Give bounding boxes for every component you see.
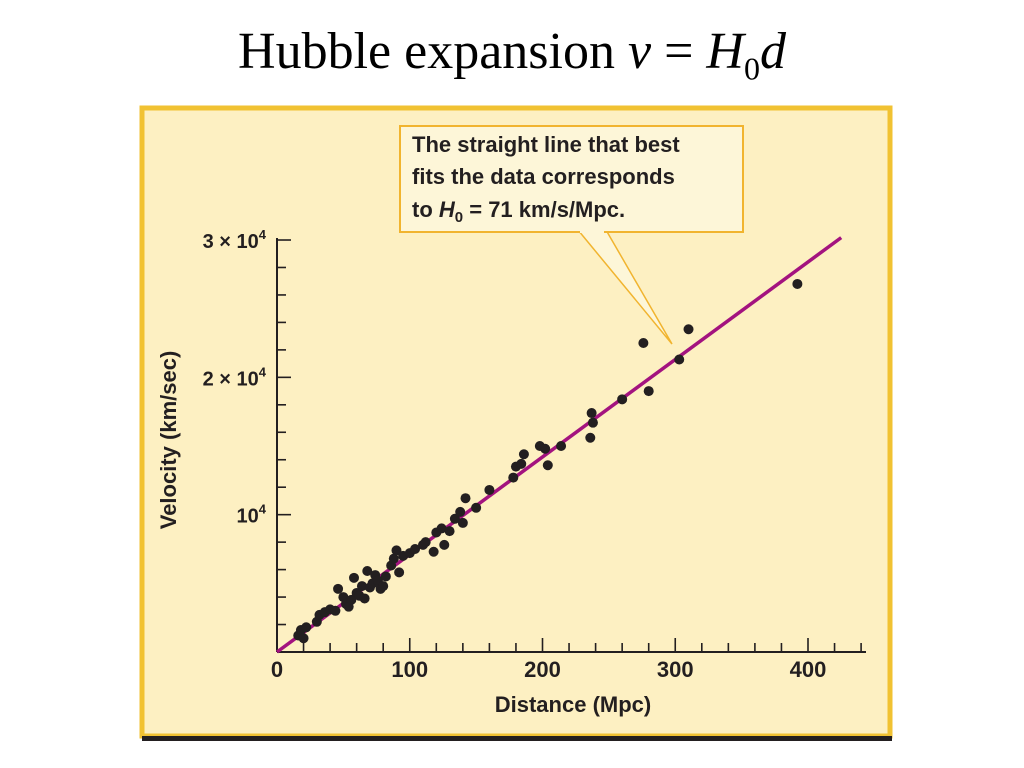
callout-line-1: The straight line that best bbox=[412, 132, 680, 157]
data-points bbox=[293, 278, 803, 644]
data-point bbox=[643, 386, 654, 397]
data-point bbox=[455, 506, 466, 517]
x-tick-label: 300 bbox=[657, 657, 694, 682]
data-point bbox=[359, 593, 370, 604]
data-point bbox=[428, 546, 439, 557]
title-prefix: Hubble expansion bbox=[238, 23, 628, 80]
x-ticks: 0 100 200 300 400 bbox=[271, 638, 862, 682]
data-point bbox=[518, 449, 529, 460]
data-point bbox=[333, 583, 344, 594]
data-point bbox=[439, 539, 450, 550]
y-tick-label: 3 × 104 bbox=[203, 227, 267, 253]
data-point bbox=[471, 502, 482, 513]
x-tick-label: 0 bbox=[271, 657, 283, 682]
title-v: v bbox=[627, 23, 652, 80]
title-h: H bbox=[706, 23, 744, 80]
data-point bbox=[444, 526, 455, 537]
data-point bbox=[330, 605, 341, 616]
data-point bbox=[556, 441, 567, 452]
callout-h: H bbox=[439, 197, 456, 222]
callout-line-2: fits the data corresponds bbox=[412, 164, 675, 189]
data-point bbox=[792, 278, 803, 289]
y-tick-label: 104 bbox=[237, 502, 267, 528]
x-tick-label: 100 bbox=[391, 657, 428, 682]
data-point bbox=[540, 443, 551, 454]
data-point bbox=[346, 594, 357, 605]
y-ticks: 104 2 × 104 3 × 104 bbox=[203, 227, 291, 626]
x-axis-label: Distance (Mpc) bbox=[495, 692, 651, 717]
callout-line-3-prefix: to bbox=[412, 197, 439, 222]
data-point bbox=[586, 408, 597, 419]
data-point bbox=[378, 581, 389, 592]
data-point bbox=[362, 565, 373, 576]
data-point bbox=[391, 545, 402, 556]
title-subscript: 0 bbox=[743, 50, 760, 87]
data-point bbox=[585, 432, 596, 443]
data-point bbox=[516, 458, 527, 469]
data-point bbox=[683, 324, 694, 335]
data-point bbox=[542, 460, 553, 471]
title-equals: = bbox=[651, 23, 707, 80]
y-axis-label: Velocity (km/sec) bbox=[156, 351, 181, 530]
data-point bbox=[356, 581, 367, 592]
data-point bbox=[301, 622, 312, 633]
data-point bbox=[638, 338, 649, 349]
data-point bbox=[457, 517, 468, 528]
data-point bbox=[348, 572, 359, 583]
title-d: d bbox=[759, 23, 786, 80]
data-point bbox=[617, 394, 628, 405]
data-point bbox=[449, 513, 460, 524]
callout-line-3-suffix: = 71 km/s/Mpc. bbox=[463, 197, 625, 222]
data-point bbox=[484, 484, 495, 495]
data-point bbox=[410, 544, 421, 555]
callout-line-3: to H0 = 71 km/s/Mpc. bbox=[412, 197, 625, 226]
data-point bbox=[508, 472, 519, 483]
data-point bbox=[380, 571, 391, 582]
axes bbox=[276, 238, 866, 653]
y-tick-label: 2 × 104 bbox=[203, 364, 267, 390]
data-point bbox=[388, 553, 399, 564]
data-point bbox=[394, 567, 405, 578]
x-tick-label: 400 bbox=[790, 657, 827, 682]
slide-title: Hubble expansion v = H0d bbox=[0, 22, 1024, 87]
callout-box bbox=[399, 125, 744, 233]
data-point bbox=[587, 417, 598, 428]
data-point bbox=[674, 354, 685, 365]
panel-bottom-shadow bbox=[142, 736, 892, 741]
data-point bbox=[420, 537, 431, 548]
data-point bbox=[436, 523, 447, 534]
data-point bbox=[298, 633, 309, 644]
callout-h-subscript: 0 bbox=[455, 209, 463, 226]
x-tick-label: 200 bbox=[524, 657, 561, 682]
callout-pointer-gap bbox=[580, 229, 604, 233]
data-point bbox=[460, 493, 471, 504]
